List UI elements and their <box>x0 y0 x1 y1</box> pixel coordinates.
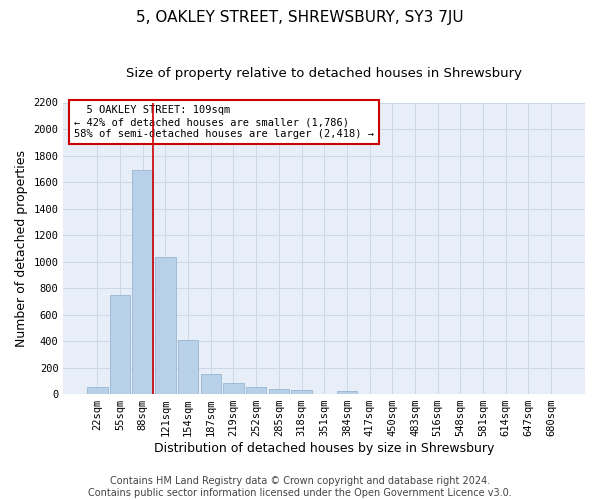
Bar <box>200 374 221 394</box>
Text: 5, OAKLEY STREET, SHREWSBURY, SY3 7JU: 5, OAKLEY STREET, SHREWSBURY, SY3 7JU <box>136 10 464 25</box>
Bar <box>178 340 198 394</box>
Bar <box>133 170 153 394</box>
Bar <box>223 383 244 394</box>
Y-axis label: Number of detached properties: Number of detached properties <box>15 150 28 347</box>
Text: 5 OAKLEY STREET: 109sqm
← 42% of detached houses are smaller (1,786)
58% of semi: 5 OAKLEY STREET: 109sqm ← 42% of detache… <box>74 106 374 138</box>
Bar <box>246 388 266 394</box>
Text: Contains HM Land Registry data © Crown copyright and database right 2024.
Contai: Contains HM Land Registry data © Crown c… <box>88 476 512 498</box>
Bar <box>155 257 176 394</box>
Bar <box>337 392 357 394</box>
Title: Size of property relative to detached houses in Shrewsbury: Size of property relative to detached ho… <box>126 68 522 80</box>
Bar <box>292 390 312 394</box>
Bar <box>87 387 107 394</box>
X-axis label: Distribution of detached houses by size in Shrewsbury: Distribution of detached houses by size … <box>154 442 494 455</box>
Bar <box>110 296 130 394</box>
Bar <box>269 389 289 394</box>
